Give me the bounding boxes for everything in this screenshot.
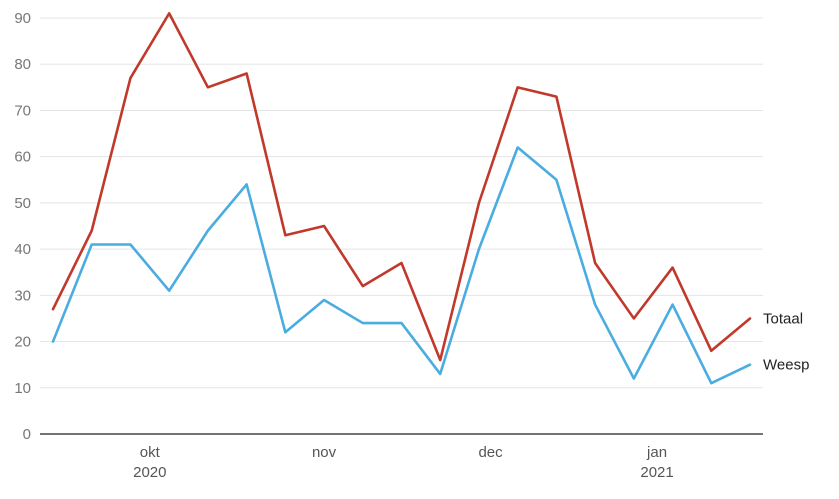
series-label-totaal: Totaal (763, 310, 803, 327)
y-tick-label: 0 (23, 426, 31, 443)
y-tick-label: 70 (14, 102, 31, 119)
x-tick-label-month: dec (478, 444, 503, 461)
y-tick-label: 60 (14, 149, 31, 166)
series-label-weesp: Weesp (763, 357, 809, 374)
y-tick-label: 20 (14, 334, 31, 351)
y-tick-label: 30 (14, 287, 31, 304)
y-tick-label: 80 (14, 56, 31, 73)
x-tick-label-month: jan (646, 444, 667, 461)
y-tick-label: 40 (14, 241, 31, 258)
x-axis-tick-labels: okt 2020 nov dec jan 2021 (133, 444, 674, 481)
series-end-labels: Totaal Weesp (763, 310, 809, 373)
series-line-weesp (51, 146, 752, 385)
x-tick-label-month: nov (312, 444, 337, 461)
y-tick-label: 50 (14, 195, 31, 212)
series-lines (51, 12, 752, 385)
x-tick-label-year: 2021 (640, 464, 673, 481)
y-tick-label: 10 (14, 380, 31, 397)
y-tick-label: 90 (14, 10, 31, 27)
x-tick-label-month: okt (140, 444, 161, 461)
x-tick-label-year: 2020 (133, 464, 166, 481)
y-axis-tick-labels: 0 10 20 30 40 50 60 70 80 90 (14, 10, 31, 443)
gridlines (40, 17, 763, 389)
series-line-totaal (51, 12, 752, 362)
